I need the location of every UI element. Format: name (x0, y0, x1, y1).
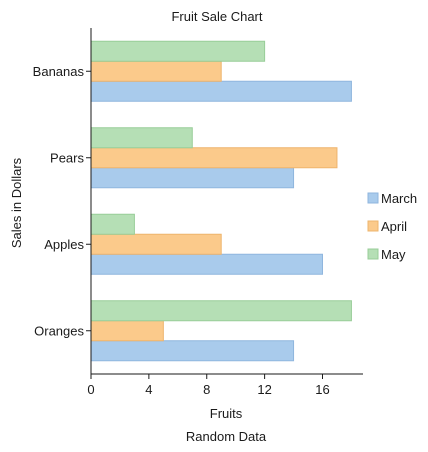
bar-apples-march (90, 253, 323, 275)
x-axis-label: Fruits (210, 406, 243, 421)
legend-label: April (381, 219, 407, 234)
bar-bananas-may (90, 40, 266, 62)
y-axis-label: Sales in Dollars (9, 157, 24, 248)
bar-pears-may (90, 127, 193, 149)
x-tick-label: 0 (87, 382, 94, 397)
legend-item-march: March (367, 191, 417, 206)
legend-swatch (367, 248, 379, 260)
y-tick-label: Pears (50, 150, 84, 165)
x-tick-label: 16 (315, 382, 329, 397)
plot-area (90, 40, 352, 362)
legend-label: May (381, 247, 406, 262)
bar-oranges-may (90, 300, 352, 322)
legend-item-april: April (367, 219, 407, 234)
legend-swatch (367, 220, 379, 232)
x-tick-label: 8 (203, 382, 210, 397)
bar-oranges-march (90, 340, 295, 362)
y-tick-label: Apples (44, 237, 84, 252)
bar-pears-april (90, 147, 338, 169)
axes: Oranges Apples Pears Bananas 0 4 8 12 16 (33, 28, 363, 397)
bar-bananas-april (90, 60, 222, 82)
bar-bananas-march (90, 80, 352, 102)
chart-title: Fruit Sale Chart (171, 9, 262, 24)
y-tick-label: Bananas (33, 64, 85, 79)
legend: March April May (367, 191, 417, 262)
y-tick-label: Oranges (34, 323, 84, 338)
bar-pears-march (90, 167, 295, 189)
legend-label: March (381, 191, 417, 206)
legend-swatch (367, 192, 379, 204)
x-tick-label: 4 (145, 382, 152, 397)
chart-subtitle: Random Data (186, 429, 267, 444)
legend-item-may: May (367, 247, 406, 262)
x-tick-label: 12 (257, 382, 271, 397)
bar-apples-may (90, 213, 135, 235)
bar-apples-april (90, 233, 222, 255)
bar-oranges-april (90, 320, 164, 342)
